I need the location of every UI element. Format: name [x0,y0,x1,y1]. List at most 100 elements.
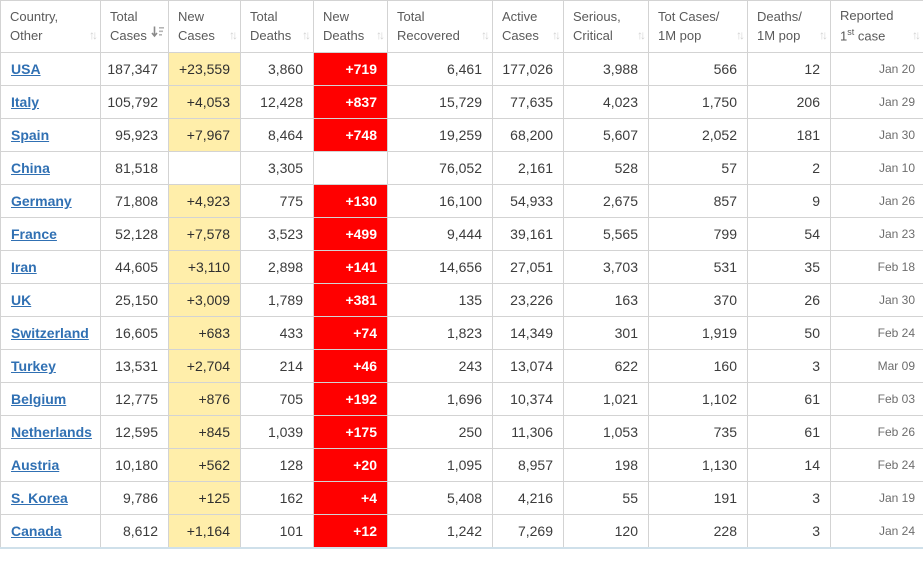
country-link[interactable]: UK [11,292,32,308]
serious-critical-cell: 4,023 [563,85,649,119]
country-link[interactable]: Spain [11,127,50,143]
deaths-per-1m-cell: 3 [747,349,831,383]
country-link[interactable]: Austria [11,457,60,473]
country-link[interactable]: France [11,226,57,242]
serious-critical-cell: 120 [563,514,649,548]
country-row: Belgium 12,775 +876 705 +192 1,696 10,374 1,021… [0,382,923,416]
serious-critical-cell: 5,565 [563,217,649,251]
country-cell: Switzerland [0,316,101,350]
col-header-new-deaths[interactable]: New Deaths ↑↓ [313,0,388,53]
sort-icon[interactable]: ↑↓ [552,27,561,42]
header-label: 1M pop [658,27,702,43]
country-link[interactable]: S. Korea [11,490,68,506]
new-cases-cell: +876 [168,382,241,416]
country-cell: Canada [0,514,101,548]
new-deaths-cell: +381 [313,283,388,317]
country-cell: Turkey [0,349,101,383]
country-link[interactable]: Belgium [11,391,67,407]
total-deaths-cell: 3,523 [240,217,314,251]
country-cell: USA [0,52,101,86]
first-case-cell: Jan 24 [830,514,923,548]
col-header-serious-critical[interactable]: Serious, Critical ↑↓ [563,0,649,53]
total-cases-cell: 12,775 [100,382,169,416]
col-header-active-cases[interactable]: Active Cases ↑↓ [492,0,564,53]
sort-icon[interactable]: ↑↓ [736,27,745,42]
sort-icon[interactable]: ↑↓ [302,27,311,42]
active-cases-cell: 23,226 [492,283,564,317]
country-link[interactable]: Iran [11,259,37,275]
total-recovered-cell: 14,656 [387,250,493,284]
total-deaths-cell: 8,464 [240,118,314,152]
total-cases-cell: 12,595 [100,415,169,449]
cases-per-1m-cell: 566 [648,52,748,86]
new-deaths-cell: +74 [313,316,388,350]
country-link[interactable]: USA [11,61,41,77]
sort-icon[interactable]: ↑↓ [89,27,98,42]
serious-critical-cell: 55 [563,481,649,515]
col-header-new-cases[interactable]: New Cases ↑↓ [168,0,241,53]
active-cases-cell: 8,957 [492,448,564,482]
country-link[interactable]: Italy [11,94,40,110]
new-deaths-cell: +20 [313,448,388,482]
col-header-total-cases[interactable]: Total Cases [100,0,169,53]
new-deaths-cell: +192 [313,382,388,416]
total-deaths-cell: 433 [240,316,314,350]
sort-icon[interactable]: ↑↓ [912,27,921,42]
col-header-deaths-per-1m[interactable]: Deaths/ 1M pop ↑↓ [747,0,831,53]
country-link[interactable]: Netherlands [11,424,92,440]
country-cell: UK [0,283,101,317]
country-cell: Austria [0,448,101,482]
first-case-cell: Jan 26 [830,184,923,218]
sort-icon[interactable]: ↑↓ [481,27,490,42]
total-deaths-cell: 128 [240,448,314,482]
sort-icon[interactable]: ↑↓ [819,27,828,42]
sort-icon[interactable]: ↑↓ [376,27,385,42]
total-deaths-cell: 1,789 [240,283,314,317]
total-deaths-cell: 162 [240,481,314,515]
col-header-first-case[interactable]: Reported 1st case ↑↓ [830,0,923,53]
serious-critical-cell: 1,021 [563,382,649,416]
deaths-per-1m-cell: 3 [747,514,831,548]
new-deaths-cell [313,151,388,185]
country-link[interactable]: China [11,160,50,176]
country-link[interactable]: Switzerland [11,325,89,341]
country-row: Turkey 13,531 +2,704 214 +46 243 13,074 622 160 3… [0,349,923,383]
deaths-per-1m-cell: 2 [747,151,831,185]
country-row: Austria 10,180 +562 128 +20 1,095 8,957 198 1,13… [0,448,923,482]
country-cell: S. Korea [0,481,101,515]
country-row: USA 187,347 +23,559 3,860 +719 6,461 177,026 3,… [0,52,923,86]
country-link[interactable]: Canada [11,522,62,539]
total-deaths-cell: 1,039 [240,415,314,449]
total-deaths-cell: 705 [240,382,314,416]
total-deaths-cell: 3,860 [240,52,314,86]
active-cases-cell: 77,635 [492,85,564,119]
country-cell: Netherlands [0,415,101,449]
total-cases-cell: 105,792 [100,85,169,119]
col-header-total-recovered[interactable]: Total Recovered ↑↓ [387,0,493,53]
header-label: Total [397,8,425,24]
country-link[interactable]: Turkey [11,358,56,374]
covid-country-table: Country, Other ↑↓ Total Cases [0,0,923,549]
header-label: Total [250,8,278,24]
sort-icon[interactable]: ↑↓ [229,27,238,42]
total-cases-cell: 10,180 [100,448,169,482]
country-link[interactable]: Germany [11,193,72,209]
new-cases-cell: +4,923 [168,184,241,218]
new-cases-cell: +4,053 [168,85,241,119]
country-row: France 52,128 +7,578 3,523 +499 9,444 39,161 5,… [0,217,923,251]
total-cases-cell: 44,605 [100,250,169,284]
sort-icon[interactable]: ↑↓ [637,27,646,42]
col-header-cases-per-1m[interactable]: Tot Cases/ 1M pop ↑↓ [648,0,748,53]
cases-per-1m-cell: 1,750 [648,85,748,119]
active-cases-cell: 2,161 [492,151,564,185]
total-cases-cell: 13,531 [100,349,169,383]
col-header-total-deaths[interactable]: Total Deaths ↑↓ [240,0,314,53]
col-header-country[interactable]: Country, Other ↑↓ [0,0,101,53]
new-deaths-cell: +4 [313,481,388,515]
total-recovered-cell: 1,823 [387,316,493,350]
sort-desc-icon[interactable] [151,25,164,44]
cases-per-1m-cell: 2,052 [648,118,748,152]
total-recovered-cell: 15,729 [387,85,493,119]
deaths-per-1m-cell: 206 [747,85,831,119]
first-case-cell: Feb 24 [830,316,923,350]
